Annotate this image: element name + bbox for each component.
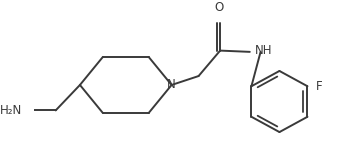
Text: O: O (214, 1, 223, 14)
Text: H₂N: H₂N (0, 104, 22, 117)
Text: NH: NH (255, 44, 273, 57)
Text: F: F (316, 80, 322, 93)
Text: N: N (167, 78, 176, 92)
